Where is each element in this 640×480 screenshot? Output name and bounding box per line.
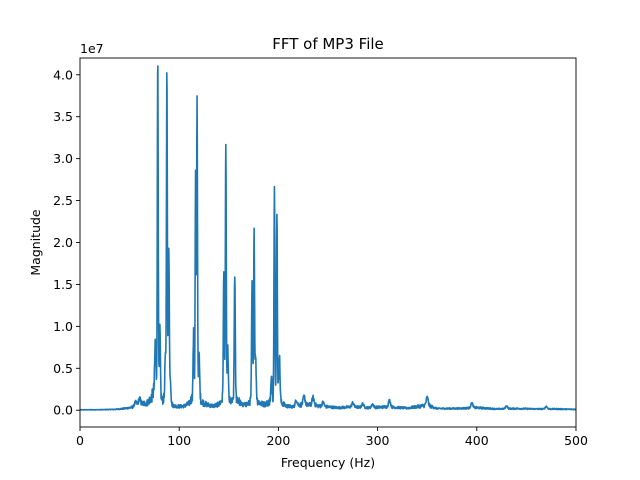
y-tick-label: 1.5	[53, 277, 73, 292]
y-axis: 0.0 0.5 1.0 1.5 2.0 2.5 3.0 3.5 4.0	[53, 67, 80, 418]
y-tick-label: 2.0	[53, 235, 73, 250]
y-multiplier-label: 1e7	[80, 41, 104, 56]
x-tick-label: 400	[465, 433, 489, 448]
y-tick-label: 0.0	[53, 403, 73, 418]
x-tick-label: 500	[564, 433, 588, 448]
y-axis-label: Magnitude	[28, 209, 43, 276]
fft-magnitude-line	[79, 65, 577, 411]
x-axis: 0 100 200 300 400 500	[76, 427, 588, 448]
x-tick-label: 300	[366, 433, 390, 448]
x-axis-label: Frequency (Hz)	[281, 455, 375, 470]
y-tick-label: 3.0	[53, 151, 73, 166]
y-tick-label: 3.5	[53, 109, 73, 124]
x-tick-label: 0	[76, 433, 84, 448]
y-tick-label: 0.5	[53, 361, 73, 376]
y-tick-label: 1.0	[53, 319, 73, 334]
chart-title: FFT of MP3 File	[272, 35, 384, 53]
plot-area	[79, 65, 577, 411]
x-tick-label: 100	[167, 433, 191, 448]
y-tick-label: 2.5	[53, 193, 73, 208]
y-tick-label: 4.0	[53, 67, 73, 82]
x-tick-label: 200	[266, 433, 290, 448]
